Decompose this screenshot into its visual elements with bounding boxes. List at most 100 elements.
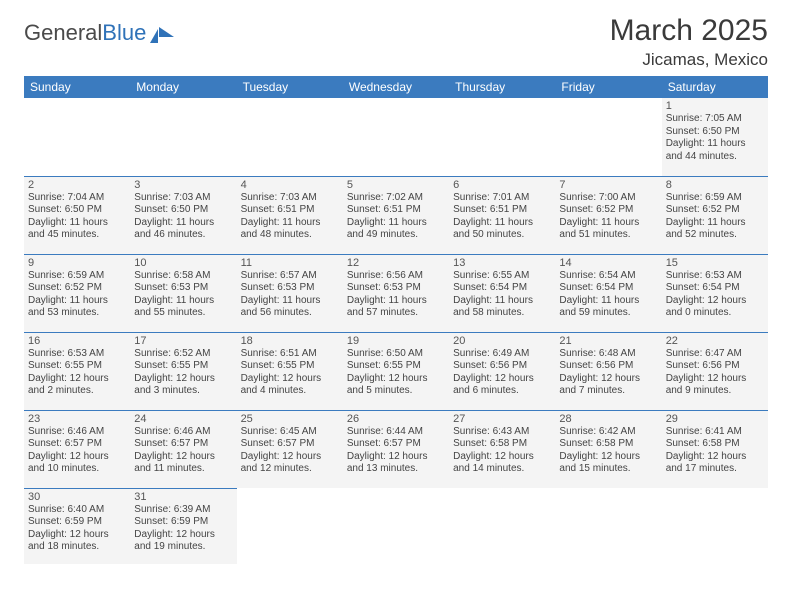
day-info: Sunrise: 6:46 AMSunset: 6:57 PMDaylight:… — [28, 426, 126, 476]
day-number: 21 — [559, 335, 657, 347]
day-number: 29 — [666, 413, 764, 425]
day-info: Sunrise: 6:53 AMSunset: 6:54 PMDaylight:… — [666, 270, 764, 320]
day-info: Sunrise: 7:03 AMSunset: 6:51 PMDaylight:… — [241, 192, 339, 242]
day-info: Sunrise: 6:56 AMSunset: 6:53 PMDaylight:… — [347, 270, 445, 320]
calendar-cell: 10Sunrise: 6:58 AMSunset: 6:53 PMDayligh… — [130, 254, 236, 332]
day-info: Sunrise: 7:02 AMSunset: 6:51 PMDaylight:… — [347, 192, 445, 242]
day-number: 8 — [666, 179, 764, 191]
calendar-cell: 21Sunrise: 6:48 AMSunset: 6:56 PMDayligh… — [555, 332, 661, 410]
day-number: 19 — [347, 335, 445, 347]
calendar-cell: 3Sunrise: 7:03 AMSunset: 6:50 PMDaylight… — [130, 176, 236, 254]
calendar-table: SundayMondayTuesdayWednesdayThursdayFrid… — [24, 76, 768, 564]
calendar-cell: 13Sunrise: 6:55 AMSunset: 6:54 PMDayligh… — [449, 254, 555, 332]
day-number: 25 — [241, 413, 339, 425]
day-number: 23 — [28, 413, 126, 425]
day-header: Sunday — [24, 76, 130, 98]
day-number: 16 — [28, 335, 126, 347]
calendar-cell — [237, 488, 343, 564]
day-header: Monday — [130, 76, 236, 98]
calendar-cell: 1Sunrise: 7:05 AMSunset: 6:50 PMDaylight… — [662, 98, 768, 176]
day-info: Sunrise: 6:55 AMSunset: 6:54 PMDaylight:… — [453, 270, 551, 320]
day-number: 14 — [559, 257, 657, 269]
calendar-cell: 29Sunrise: 6:41 AMSunset: 6:58 PMDayligh… — [662, 410, 768, 488]
calendar-cell — [449, 98, 555, 176]
calendar-cell: 5Sunrise: 7:02 AMSunset: 6:51 PMDaylight… — [343, 176, 449, 254]
calendar-cell: 20Sunrise: 6:49 AMSunset: 6:56 PMDayligh… — [449, 332, 555, 410]
calendar-cell: 22Sunrise: 6:47 AMSunset: 6:56 PMDayligh… — [662, 332, 768, 410]
day-info: Sunrise: 6:42 AMSunset: 6:58 PMDaylight:… — [559, 426, 657, 476]
day-number: 10 — [134, 257, 232, 269]
day-info: Sunrise: 6:58 AMSunset: 6:53 PMDaylight:… — [134, 270, 232, 320]
day-number: 26 — [347, 413, 445, 425]
calendar-cell: 28Sunrise: 6:42 AMSunset: 6:58 PMDayligh… — [555, 410, 661, 488]
calendar-cell: 23Sunrise: 6:46 AMSunset: 6:57 PMDayligh… — [24, 410, 130, 488]
calendar-cell: 4Sunrise: 7:03 AMSunset: 6:51 PMDaylight… — [237, 176, 343, 254]
day-info: Sunrise: 6:50 AMSunset: 6:55 PMDaylight:… — [347, 348, 445, 398]
month-title: March 2025 — [610, 14, 768, 48]
day-info: Sunrise: 7:03 AMSunset: 6:50 PMDaylight:… — [134, 192, 232, 242]
day-info: Sunrise: 6:48 AMSunset: 6:56 PMDaylight:… — [559, 348, 657, 398]
day-number: 5 — [347, 179, 445, 191]
day-info: Sunrise: 6:41 AMSunset: 6:58 PMDaylight:… — [666, 426, 764, 476]
day-info: Sunrise: 7:04 AMSunset: 6:50 PMDaylight:… — [28, 192, 126, 242]
day-header: Friday — [555, 76, 661, 98]
day-info: Sunrise: 6:53 AMSunset: 6:55 PMDaylight:… — [28, 348, 126, 398]
day-number: 27 — [453, 413, 551, 425]
day-info: Sunrise: 6:39 AMSunset: 6:59 PMDaylight:… — [134, 504, 232, 554]
day-number: 20 — [453, 335, 551, 347]
calendar-cell — [555, 488, 661, 564]
day-header: Saturday — [662, 76, 768, 98]
calendar-cell — [24, 98, 130, 176]
day-info: Sunrise: 6:44 AMSunset: 6:57 PMDaylight:… — [347, 426, 445, 476]
header: GeneralBlue March 2025 Jicamas, Mexico — [24, 14, 768, 70]
logo-flag-icon — [150, 27, 176, 45]
location: Jicamas, Mexico — [610, 50, 768, 70]
day-header: Tuesday — [237, 76, 343, 98]
day-info: Sunrise: 6:59 AMSunset: 6:52 PMDaylight:… — [666, 192, 764, 242]
calendar-cell: 19Sunrise: 6:50 AMSunset: 6:55 PMDayligh… — [343, 332, 449, 410]
calendar-cell — [662, 488, 768, 564]
day-number: 24 — [134, 413, 232, 425]
day-info: Sunrise: 7:01 AMSunset: 6:51 PMDaylight:… — [453, 192, 551, 242]
calendar-cell — [237, 98, 343, 176]
day-number: 31 — [134, 491, 232, 503]
day-number: 13 — [453, 257, 551, 269]
title-block: March 2025 Jicamas, Mexico — [610, 14, 768, 70]
day-info: Sunrise: 6:57 AMSunset: 6:53 PMDaylight:… — [241, 270, 339, 320]
calendar-cell: 14Sunrise: 6:54 AMSunset: 6:54 PMDayligh… — [555, 254, 661, 332]
calendar-cell — [343, 488, 449, 564]
day-number: 18 — [241, 335, 339, 347]
logo: GeneralBlue — [24, 20, 176, 46]
calendar-cell: 6Sunrise: 7:01 AMSunset: 6:51 PMDaylight… — [449, 176, 555, 254]
calendar-cell: 27Sunrise: 6:43 AMSunset: 6:58 PMDayligh… — [449, 410, 555, 488]
day-number: 7 — [559, 179, 657, 191]
calendar-cell: 9Sunrise: 6:59 AMSunset: 6:52 PMDaylight… — [24, 254, 130, 332]
day-info: Sunrise: 7:00 AMSunset: 6:52 PMDaylight:… — [559, 192, 657, 242]
day-info: Sunrise: 6:46 AMSunset: 6:57 PMDaylight:… — [134, 426, 232, 476]
calendar-cell: 15Sunrise: 6:53 AMSunset: 6:54 PMDayligh… — [662, 254, 768, 332]
calendar-cell: 2Sunrise: 7:04 AMSunset: 6:50 PMDaylight… — [24, 176, 130, 254]
day-number: 22 — [666, 335, 764, 347]
calendar-cell: 12Sunrise: 6:56 AMSunset: 6:53 PMDayligh… — [343, 254, 449, 332]
logo-text-1: General — [24, 20, 102, 46]
calendar-cell: 8Sunrise: 6:59 AMSunset: 6:52 PMDaylight… — [662, 176, 768, 254]
logo-text-2: Blue — [102, 20, 146, 46]
day-number: 1 — [666, 100, 764, 112]
calendar-cell: 7Sunrise: 7:00 AMSunset: 6:52 PMDaylight… — [555, 176, 661, 254]
calendar-cell — [449, 488, 555, 564]
day-header: Thursday — [449, 76, 555, 98]
calendar-cell: 16Sunrise: 6:53 AMSunset: 6:55 PMDayligh… — [24, 332, 130, 410]
calendar-cell — [130, 98, 236, 176]
day-info: Sunrise: 6:47 AMSunset: 6:56 PMDaylight:… — [666, 348, 764, 398]
day-number: 12 — [347, 257, 445, 269]
day-number: 2 — [28, 179, 126, 191]
calendar-cell: 30Sunrise: 6:40 AMSunset: 6:59 PMDayligh… — [24, 488, 130, 564]
day-number: 3 — [134, 179, 232, 191]
day-info: Sunrise: 6:49 AMSunset: 6:56 PMDaylight:… — [453, 348, 551, 398]
day-number: 17 — [134, 335, 232, 347]
day-number: 30 — [28, 491, 126, 503]
day-info: Sunrise: 6:59 AMSunset: 6:52 PMDaylight:… — [28, 270, 126, 320]
calendar-cell: 18Sunrise: 6:51 AMSunset: 6:55 PMDayligh… — [237, 332, 343, 410]
day-info: Sunrise: 7:05 AMSunset: 6:50 PMDaylight:… — [666, 113, 764, 163]
calendar-cell: 24Sunrise: 6:46 AMSunset: 6:57 PMDayligh… — [130, 410, 236, 488]
